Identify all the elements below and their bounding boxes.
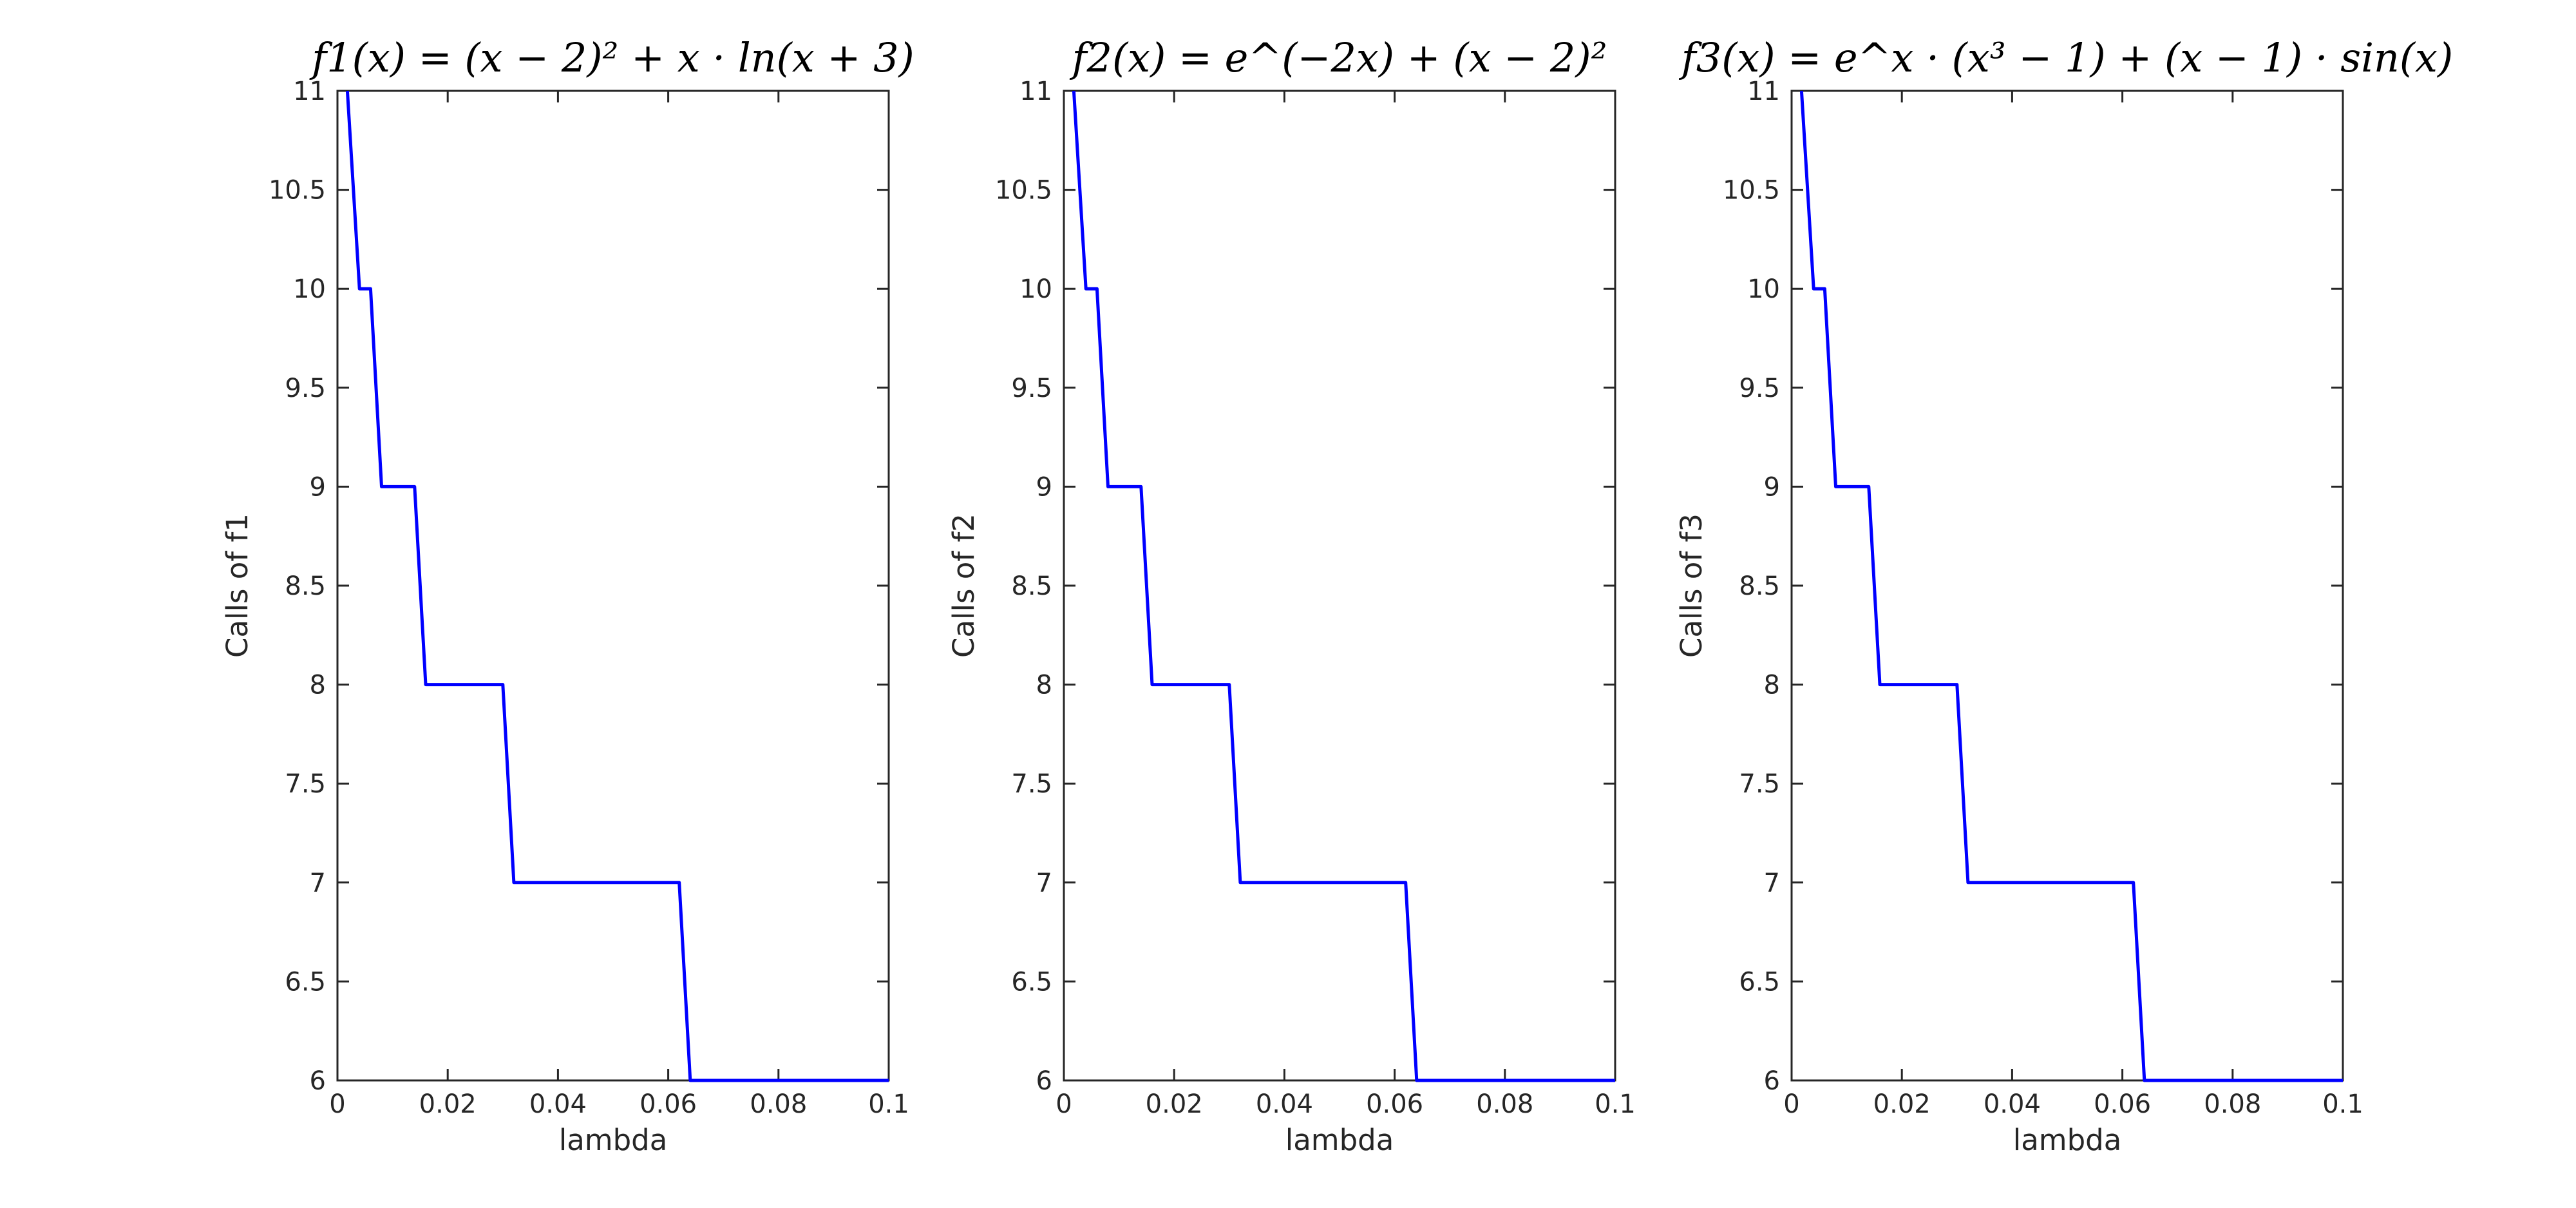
y-tick-label: 6.5	[1739, 967, 1780, 997]
x-tick-label: 0.08	[1476, 1089, 1533, 1119]
y-tick-label: 9	[1036, 472, 1052, 502]
y-tick-label: 6.5	[1011, 967, 1052, 997]
x-tick-label: 0.1	[1595, 1089, 1636, 1119]
tick-marks	[336, 90, 890, 1082]
y-tick-label: 9.5	[1739, 374, 1780, 403]
y-axis-label: Calls of f1	[220, 513, 254, 658]
y-tick-label: 9	[1764, 472, 1780, 502]
x-tick-label: 0.06	[639, 1089, 697, 1119]
y-tick-label: 7.5	[1011, 769, 1052, 799]
y-tick-label: 7.5	[285, 769, 326, 799]
tick-marks	[1063, 90, 1616, 1082]
plot-area	[1063, 90, 1616, 1082]
chart-panel-f3: 0 0.02 0.04 0.06 0.08 0.1 6 6.5 7 7.5 8 8.5 9 9.5 10 1…	[1674, 34, 2453, 1157]
x-tick-label: 0.06	[2094, 1089, 2151, 1119]
x-tick-label: 0.08	[750, 1089, 807, 1119]
y-tick-label: 11	[293, 77, 326, 106]
y-tick-label: 6	[1036, 1066, 1052, 1096]
tick-marks	[1790, 90, 2344, 1082]
x-tick-label: 0.02	[1873, 1089, 1931, 1119]
y-tick-label: 10	[293, 274, 326, 304]
y-tick-label: 9.5	[285, 374, 326, 403]
x-tick-label: 0	[1783, 1089, 1799, 1119]
y-tick-labels: 6 6.5 7 7.5 8 8.5 9 9.5 10 10.5 11	[1723, 77, 1780, 1096]
x-axis-label: lambda	[559, 1123, 668, 1157]
y-tick-label: 10	[1747, 274, 1780, 304]
x-tick-label: 0.1	[868, 1089, 909, 1119]
x-axis-label: lambda	[1285, 1123, 1394, 1157]
series-layer	[1799, 90, 2344, 1082]
x-tick-label: 0.1	[2322, 1089, 2363, 1119]
x-tick-label: 0.04	[1984, 1089, 2041, 1119]
series-layer	[345, 90, 889, 1082]
y-tick-label: 8	[1764, 671, 1780, 700]
chart-title: f2(x) = e^(−2x) + (x − 2)²	[1070, 34, 1607, 81]
x-tick-labels: 0 0.02 0.04 0.06 0.08 0.1	[329, 1089, 909, 1119]
y-tick-label: 10	[1019, 274, 1052, 304]
y-tick-label: 6.5	[285, 967, 326, 997]
x-tick-label: 0	[1056, 1089, 1072, 1119]
plot-area	[336, 90, 890, 1082]
y-tick-label: 11	[1019, 77, 1052, 106]
chart-title: f3(x) = e^x · (x³ − 1) + (x − 1) · sin(x…	[1679, 34, 2453, 81]
y-tick-label: 10.5	[269, 176, 326, 206]
chart-panel-f2: 0 0.02 0.04 0.06 0.08 0.1 6 6.5 7 7.5 8 8.5 9 9.5 10 1…	[947, 34, 1636, 1157]
plot-area	[1790, 90, 2344, 1082]
x-tick-label: 0.04	[1256, 1089, 1313, 1119]
x-tick-labels: 0 0.02 0.04 0.06 0.08 0.1	[1056, 1089, 1636, 1119]
y-tick-label: 8	[1036, 671, 1052, 700]
y-tick-labels: 6 6.5 7 7.5 8 8.5 9 9.5 10 10.5 11	[995, 77, 1052, 1096]
x-tick-label: 0.04	[529, 1089, 587, 1119]
y-tick-label: 9	[310, 472, 326, 502]
x-tick-label: 0.06	[1366, 1089, 1423, 1119]
y-tick-label: 7	[310, 868, 326, 898]
x-tick-label: 0.02	[419, 1089, 477, 1119]
y-tick-label: 8	[310, 671, 326, 700]
y-tick-label: 8.5	[1739, 571, 1780, 601]
y-tick-labels: 6 6.5 7 7.5 8 8.5 9 9.5 10 10.5 11	[269, 77, 326, 1096]
y-tick-label: 8.5	[285, 571, 326, 601]
x-axis-label: lambda	[2013, 1123, 2122, 1157]
y-tick-label: 6	[1764, 1066, 1780, 1096]
y-tick-label: 9.5	[1011, 374, 1052, 403]
y-tick-label: 10.5	[1723, 176, 1780, 206]
y-axis-label: Calls of f2	[947, 513, 981, 658]
y-tick-label: 8.5	[1011, 571, 1052, 601]
chart-panel-f1: 0 0.02 0.04 0.06 0.08 0.1 6 6.5 7 7.5 8 8.5 9 9.5 10 1…	[220, 34, 914, 1157]
y-tick-label: 10.5	[995, 176, 1052, 206]
series-layer	[1072, 90, 1616, 1082]
x-tick-labels: 0 0.02 0.04 0.06 0.08 0.1	[1783, 1089, 2363, 1119]
x-tick-label: 0	[329, 1089, 345, 1119]
y-tick-label: 6	[310, 1066, 326, 1096]
y-tick-label: 7	[1764, 868, 1780, 898]
x-tick-label: 0.08	[2204, 1089, 2261, 1119]
y-axis-label: Calls of f3	[1674, 513, 1709, 658]
chart-title: f1(x) = (x − 2)² + x · ln(x + 3)	[309, 34, 914, 81]
y-tick-label: 7	[1036, 868, 1052, 898]
y-tick-label: 11	[1747, 77, 1780, 106]
x-tick-label: 0.02	[1146, 1089, 1203, 1119]
y-tick-label: 7.5	[1739, 769, 1780, 799]
